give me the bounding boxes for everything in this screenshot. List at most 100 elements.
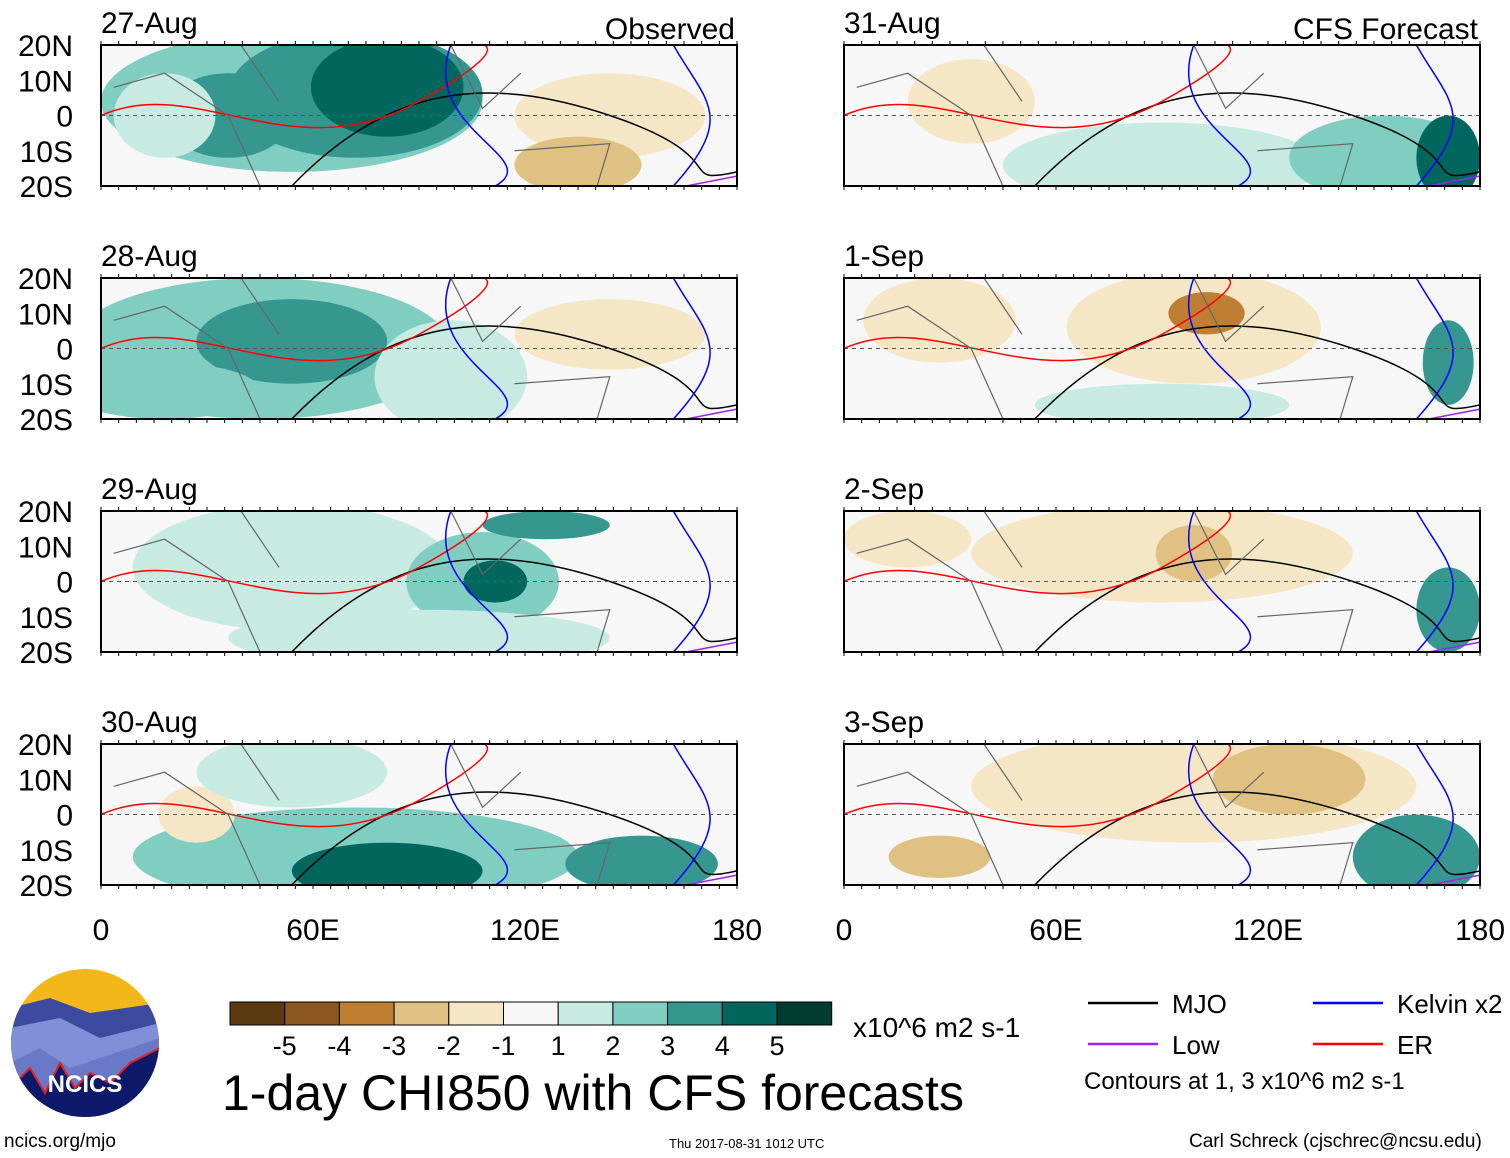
colorbar-label: -1 — [491, 1031, 515, 1061]
colorbar-swatch — [229, 1001, 286, 1026]
er-contour — [101, 511, 489, 595]
lat-tick-label: 20N — [18, 729, 73, 762]
lat-tick-label: 20N — [18, 496, 73, 529]
colorbar-label: 1 — [551, 1031, 566, 1061]
er-contour — [101, 278, 489, 362]
panel-date: 2-Sep — [844, 473, 924, 506]
low-contour — [685, 408, 737, 419]
shading-region — [158, 786, 235, 843]
lat-tick-label: 10S — [20, 602, 73, 635]
shading-region — [101, 362, 260, 419]
shading-region — [310, 45, 464, 137]
colorbar-label: 3 — [660, 1031, 675, 1061]
shading-region — [228, 609, 610, 652]
colorbar-swatch — [667, 1001, 723, 1026]
colorbar-swatch — [284, 1001, 340, 1026]
shading-region — [132, 511, 451, 631]
coastline — [113, 45, 611, 186]
mjo-contour — [1034, 791, 1480, 885]
lat-tick-label: 10S — [20, 136, 73, 169]
chart-title: 1-day CHI850 with CFS forecasts — [222, 1065, 964, 1121]
map-panel: 1-Sep — [843, 240, 1481, 423]
footer-timestamp: Thu 2017-08-31 1012 UTC — [669, 1136, 825, 1151]
low-contour — [1428, 175, 1480, 186]
er-contour — [844, 744, 1232, 828]
mjo-contour — [291, 558, 737, 652]
lon-tick-label: 60E — [286, 914, 339, 947]
kelvin-contour — [444, 744, 711, 885]
footer-url[interactable]: ncics.org/mjo — [4, 1131, 116, 1152]
kelvin-contour — [444, 45, 711, 186]
kelvin-contour — [444, 278, 711, 419]
shading-region — [291, 842, 483, 885]
colorbar-swatch — [393, 1001, 450, 1026]
colorbar-label: 5 — [769, 1031, 784, 1061]
lat-tick-label: 0 — [56, 567, 73, 600]
shading-region — [863, 278, 1016, 363]
shading-region — [1155, 525, 1232, 582]
panel-date: 29-Aug — [101, 473, 198, 506]
lat-tick-label: 20S — [20, 637, 73, 670]
panel-date: 1-Sep — [844, 240, 924, 273]
colorbar-swatch — [503, 1001, 559, 1026]
coastline — [856, 45, 1354, 186]
coastline — [856, 511, 1354, 652]
lat-tick-label: 20N — [18, 30, 73, 63]
map-panel: 3-Sep 0 60E 120E 180 — [836, 706, 1505, 947]
er-contour — [101, 45, 489, 129]
lat-tick-label: 20S — [20, 870, 73, 903]
kelvin-contour — [1187, 45, 1454, 186]
shading-region — [565, 835, 718, 885]
lat-tick-label: 20S — [20, 171, 73, 204]
shading-region — [1416, 115, 1480, 186]
colorbar-label: -2 — [437, 1031, 461, 1061]
lat-tick-label: 10S — [20, 369, 73, 402]
legend-label: ER — [1397, 1030, 1433, 1060]
map-panel: 31-Aug CFS Forecast — [843, 7, 1481, 190]
lat-tick-label: 0 — [56, 334, 73, 367]
legend-label: MJO — [1172, 989, 1227, 1019]
panel-date: 30-Aug — [101, 706, 198, 739]
colorbar: -5 -4 -3 -2 -1 1 2 3 4 5 — [229, 1001, 833, 1061]
shading-region — [907, 59, 1035, 144]
low-contour — [685, 641, 737, 652]
shading-region — [482, 511, 610, 540]
colorbar-label: 2 — [605, 1031, 620, 1061]
lon-tick-label: 180 — [1455, 914, 1505, 947]
lat-tick-label: 10N — [18, 764, 73, 797]
mjo-contour — [291, 791, 737, 885]
colorbar-units: x10^6 m2 s-1 — [853, 1012, 1021, 1043]
colorbar-label: -3 — [382, 1031, 406, 1061]
mjo-contour — [291, 92, 737, 186]
shading-region — [1003, 122, 1321, 186]
legend-label: Kelvin x2 — [1397, 989, 1503, 1019]
lat-tick-label: 10N — [18, 298, 73, 331]
shading-region — [1416, 567, 1480, 652]
mjo-contour — [1034, 325, 1480, 419]
kelvin-contour — [1187, 511, 1454, 652]
footer-author: Carl Schreck (cjschrec@ncsu.edu) — [1189, 1131, 1482, 1152]
colorbar-label: -5 — [273, 1031, 297, 1061]
lon-tick-label: 60E — [1029, 914, 1082, 947]
legend-label: Low — [1172, 1030, 1220, 1060]
shading-region — [888, 835, 991, 878]
lon-tick-label: 120E — [490, 914, 560, 947]
shading-region — [1034, 383, 1290, 419]
shading-region — [196, 299, 388, 384]
lat-tick-label: 20N — [18, 263, 73, 296]
shading-region — [374, 320, 528, 419]
colorbar-label: -4 — [327, 1031, 351, 1061]
panel-date: 31-Aug — [844, 7, 941, 40]
contour-note: Contours at 1, 3 x10^6 m2 s-1 — [1084, 1068, 1405, 1095]
shading-region — [196, 744, 388, 808]
colorbar-swatch — [776, 1001, 833, 1026]
low-contour — [685, 175, 737, 186]
panel-date: 3-Sep — [844, 706, 924, 739]
coastline — [856, 744, 1354, 885]
low-contour — [685, 874, 737, 885]
kelvin-contour — [444, 511, 711, 652]
shading-region — [1168, 292, 1245, 335]
lat-tick-label: 0 — [56, 101, 73, 134]
